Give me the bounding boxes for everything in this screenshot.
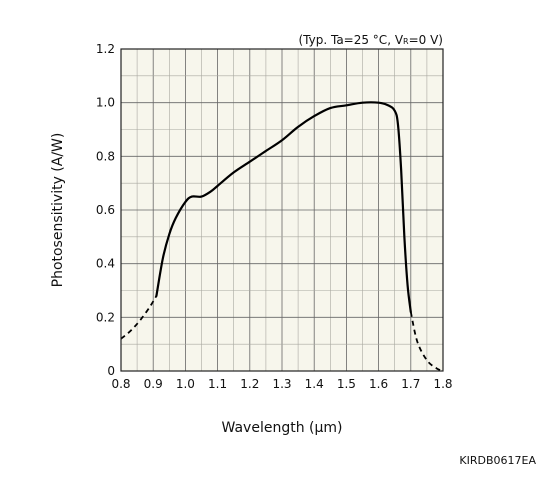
x-tick-label: 1.2 xyxy=(240,377,259,391)
x-tick-label: 0.9 xyxy=(144,377,163,391)
x-axis-label: Wavelength (µm) xyxy=(222,420,343,436)
x-tick-labels: 0.8 0.9 1.0 1.1 1.2 1.3 1.4 1.5 1.6 1.7 1.8 xyxy=(111,377,452,391)
x-tick-label: 1.4 xyxy=(305,377,324,391)
y-tick-label: 1.0 xyxy=(96,96,115,110)
y-tick-label: 0.2 xyxy=(96,310,115,324)
x-tick-label: 1.8 xyxy=(433,377,452,391)
conditions-label: (Typ. Ta=25 °C, VR=0 V) xyxy=(298,33,443,47)
series-line-dashed-0 xyxy=(120,295,158,340)
figure-code: KIRDB0617EA xyxy=(459,454,536,467)
x-tick-label: 1.5 xyxy=(337,377,356,391)
conditions-suffix: =0 V) xyxy=(409,33,443,47)
x-tick-label: 1.0 xyxy=(176,377,195,391)
grid-lines xyxy=(121,49,443,371)
series-line-dashed-2 xyxy=(409,311,444,372)
x-tick-label: 1.1 xyxy=(208,377,227,391)
x-tick-label: 0.8 xyxy=(111,377,130,391)
x-tick-label: 1.7 xyxy=(401,377,420,391)
conditions-prefix: (Typ. Ta=25 °C, V xyxy=(298,33,403,47)
y-tick-labels: 0 0.2 0.4 0.6 0.8 1.0 1.2 xyxy=(96,42,115,378)
y-tick-label: 0.6 xyxy=(96,203,115,217)
x-tick-label: 1.3 xyxy=(272,377,291,391)
x-tick-label: 1.6 xyxy=(369,377,388,391)
series-layer xyxy=(120,101,444,372)
y-tick-label: 0 xyxy=(107,364,115,378)
y-tick-label: 0.4 xyxy=(96,257,115,271)
plot-frame xyxy=(120,48,444,372)
y-tick-label: 0.8 xyxy=(96,149,115,163)
y-axis-label: Photosensitivity (A/W) xyxy=(50,133,66,288)
y-tick-label: 1.2 xyxy=(96,42,115,56)
series-line-solid-1 xyxy=(155,101,412,314)
conditions-subscript: R xyxy=(403,37,409,46)
